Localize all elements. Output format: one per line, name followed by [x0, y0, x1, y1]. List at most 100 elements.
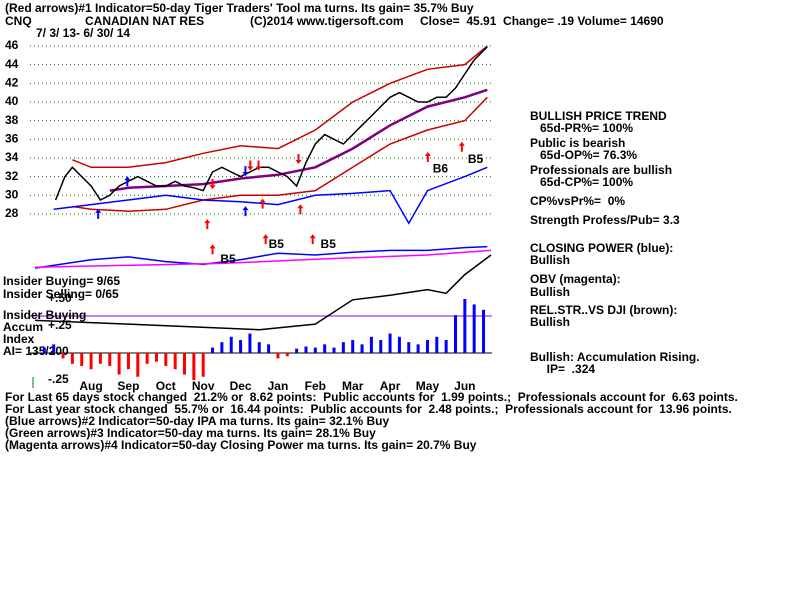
accum-bar [379, 340, 383, 353]
status-text: Bullish: Accumulation Rising. [530, 350, 700, 364]
series-line [72, 45, 488, 169]
status-text: BULLISH PRICE TREND [530, 109, 667, 123]
chart-title: (Red arrows)#1 Indicator=50-day Tiger Tr… [5, 1, 474, 15]
accum-bar [108, 353, 112, 366]
series-line [109, 88, 488, 192]
y-tick-label: 36 [5, 131, 19, 145]
accum-bar [211, 347, 215, 353]
signal-arrow [458, 141, 465, 152]
panel-label: Insider Buying [3, 308, 86, 322]
accum-bar [42, 347, 46, 353]
signal-arrow [124, 176, 131, 187]
x-tick-label: Oct [156, 379, 176, 393]
signal-arrow [247, 160, 254, 171]
x-tick-label: Aug [79, 379, 102, 393]
accum-bar [407, 342, 411, 353]
accum-bar [136, 353, 140, 377]
accum-bar [435, 336, 439, 353]
accum-bar [397, 336, 401, 353]
accum-bar [360, 344, 364, 353]
accum-bar [248, 333, 252, 353]
insider-label: Insider Buying= 9/65 [3, 274, 120, 288]
company: CANADIAN NAT RES [85, 14, 204, 28]
x-tick-label: Jun [454, 379, 475, 393]
signal-arrow [424, 151, 431, 162]
status-text: REL.STR..VS DJI (brown): [530, 303, 677, 317]
y-tick-label: 30 [5, 187, 19, 201]
accum-bar [229, 336, 233, 353]
signal-arrow [259, 198, 266, 209]
accum-bar [295, 348, 299, 353]
accum-bar [145, 353, 149, 364]
accum-bar [285, 353, 289, 357]
status-text: Bullish [530, 253, 570, 267]
signal-arrow [262, 234, 269, 245]
status-text: Bullish [530, 285, 570, 299]
y-tick-label: 46 [5, 38, 19, 52]
series-line [72, 96, 488, 212]
series-line [34, 249, 492, 268]
x-tick-label: Apr [380, 379, 401, 393]
accum-bar [351, 340, 355, 353]
accum-bar [52, 344, 56, 353]
x-tick-label: Mar [342, 379, 364, 393]
accum-bar [482, 309, 486, 353]
accum-bar [192, 353, 196, 380]
accum-bar [98, 353, 102, 364]
accum-bar [323, 344, 327, 353]
y-tick-label: 42 [5, 75, 19, 89]
x-tick-label: May [416, 379, 440, 393]
accum-bar [463, 299, 467, 353]
panel-label: AI= 135/200 [3, 344, 69, 358]
insider-label: Insider Selling= 0/65 [3, 287, 119, 301]
annotation: B5 [468, 152, 484, 166]
signal-arrow [295, 153, 302, 164]
signal-arrow [309, 234, 316, 245]
panel-label: Index [3, 332, 35, 346]
status-text: CP%vsPr%= 0% [530, 194, 625, 208]
y-tick-label: +.25 [48, 318, 72, 332]
accum-bar [425, 340, 429, 353]
panel-label: Accum [3, 320, 43, 334]
accum-bar [313, 347, 317, 353]
accum-bar [61, 353, 65, 359]
accum-bar [257, 342, 261, 353]
accum-bar [89, 353, 93, 370]
series-line [53, 166, 488, 225]
accum-bar [117, 353, 121, 375]
y-tick-label: 38 [5, 113, 19, 127]
accum-bar [332, 347, 336, 353]
signal-arrow [204, 219, 211, 230]
footer-text: For Last year stock changed 55.7% or 16.… [5, 402, 732, 416]
x-tick-label: Jan [268, 379, 289, 393]
accum-bar [388, 333, 392, 353]
accum-bar [173, 353, 177, 370]
signal-arrow [242, 206, 249, 217]
status-text: 65d-PR%= 100% [530, 121, 633, 135]
accum-bar [126, 353, 130, 370]
accum-bar [369, 336, 373, 353]
series-line [34, 254, 492, 331]
series-line [34, 245, 488, 269]
accum-bar [444, 340, 448, 353]
x-tick-label: Feb [305, 379, 326, 393]
y-tick-label: 32 [5, 169, 19, 183]
footer-text: (Green arrows)#3 Indicator=50-day ma tur… [5, 426, 376, 440]
status-text: OBV (magenta): [530, 272, 621, 286]
accum-bar [201, 353, 205, 377]
y-tick-label: +.50 [48, 291, 72, 305]
annotation: B6 [433, 161, 449, 175]
annotation: B5 [220, 252, 236, 266]
accum-bar [154, 353, 158, 362]
accum-bar [80, 353, 84, 366]
accum-bar [220, 342, 224, 353]
annotation: B5 [321, 237, 337, 251]
accum-bar [453, 315, 457, 353]
footer-text: (Magenta arrows)#4 Indicator=50-day Clos… [5, 438, 477, 452]
y-tick-label: 34 [5, 150, 19, 164]
status-text: IP= .324 [530, 362, 595, 376]
x-tick-label: Dec [230, 379, 252, 393]
accum-bar [276, 353, 280, 359]
annotation: B5 [269, 237, 285, 251]
